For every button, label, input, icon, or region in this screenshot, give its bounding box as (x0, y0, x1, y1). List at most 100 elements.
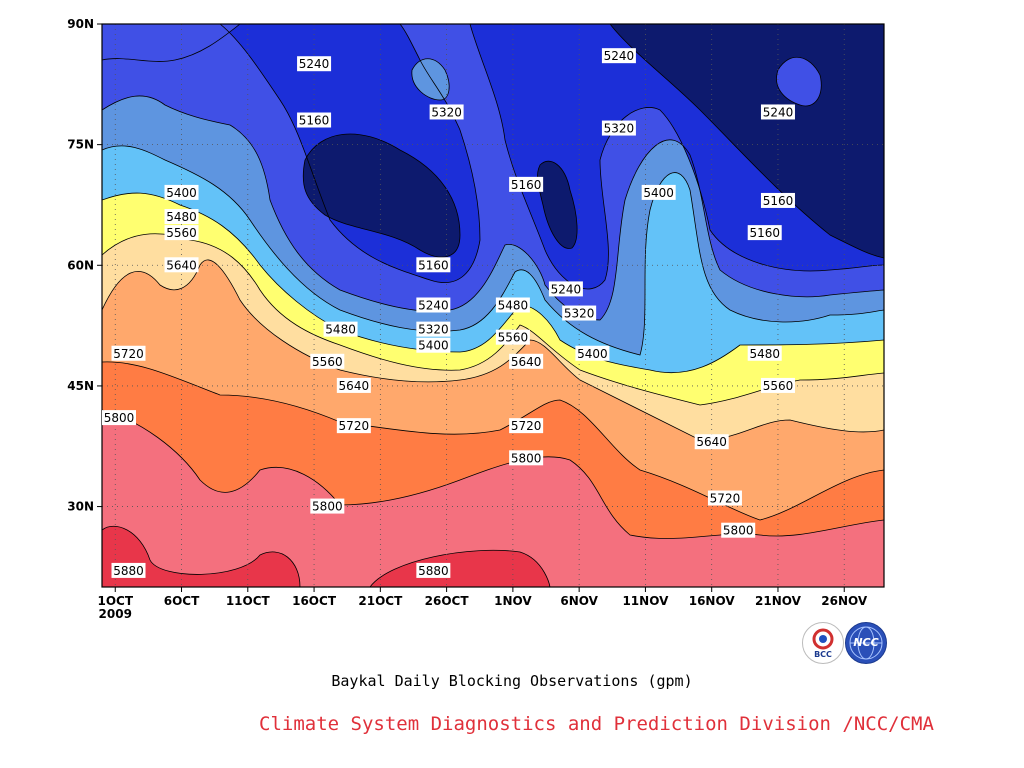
contour-label-text: 5800 (312, 500, 343, 514)
x-tick-label: 1NOV (494, 594, 532, 608)
contour-label: 5160 (760, 192, 795, 208)
pocket-5240-topleft (102, 24, 240, 62)
x-tick-label: 11NOV (622, 594, 669, 608)
contour-label: 5400 (641, 184, 676, 200)
x-tick-label: 1OCT (97, 594, 133, 608)
bcc-logo: BCC (802, 622, 844, 664)
contour-label-text: 5560 (166, 226, 197, 240)
contour-label-text: 5400 (166, 186, 197, 200)
y-tick-label: 90N (67, 17, 94, 31)
contour-label: 5720 (707, 490, 742, 506)
contour-label-text: 5720 (113, 347, 144, 361)
contour-label: 5560 (310, 353, 345, 369)
contour-label: 5480 (164, 209, 199, 225)
pocket-5240-topright (776, 57, 822, 106)
contour-label: 5800 (102, 410, 136, 426)
contour-label-text: 5240 (418, 299, 449, 313)
contour-label-text: 5480 (498, 299, 529, 313)
y-tick-label: 45N (67, 379, 94, 393)
contour-label-text: 5160 (299, 114, 330, 128)
globe-icon (849, 626, 883, 660)
contour-label: 5560 (495, 329, 530, 345)
contour-label-text: 5240 (763, 105, 794, 119)
contour-label: 5320 (562, 305, 597, 321)
contour-label: 5240 (297, 56, 332, 72)
contour-label: 5240 (548, 281, 583, 297)
contour-label-text: 5160 (749, 226, 780, 240)
contour-label: 5160 (297, 112, 332, 128)
contour-labels: 5240 5160 5320 5240 5320 5160 5400 5240 5160 5160… (102, 48, 795, 578)
contour-label-text: 5640 (696, 435, 727, 449)
contour-label-text: 5480 (166, 210, 197, 224)
contour-label-text: 5240 (604, 49, 635, 63)
contour-label-text: 5320 (431, 105, 462, 119)
contour-label: 5880 (111, 562, 146, 578)
contour-label-text: 5640 (511, 355, 542, 369)
y-tick-label: 30N (67, 500, 94, 514)
contour-label-text: 5720 (511, 419, 542, 433)
contour-label-text: 5560 (763, 379, 794, 393)
contour-label: 5240 (416, 297, 451, 313)
bcc-logo-text: BCC (814, 650, 832, 659)
x-tick-label: 16OCT (292, 594, 337, 608)
pocket-5320-top (411, 58, 450, 100)
contour-label-text: 5320 (604, 122, 635, 136)
x-tick-label: 6OCT (164, 594, 200, 608)
contour-label: 5240 (601, 48, 636, 64)
contour-label-text: 5240 (299, 57, 330, 71)
x-tick-label: 6NOV (560, 594, 598, 608)
contour-label: 5320 (416, 321, 451, 337)
contour-label-text: 5240 (551, 282, 582, 296)
x-tick-label: 16NOV (689, 594, 736, 608)
contour-label-text: 5480 (749, 347, 780, 361)
contour-label-text: 5800 (104, 411, 135, 425)
x-tick-label: 21NOV (755, 594, 802, 608)
contour-label-text: 5480 (325, 323, 356, 337)
contour-label-text: 5720 (339, 419, 370, 433)
contour-label-text: 5160 (763, 194, 794, 208)
ncc-logo-text: NCC (853, 636, 879, 649)
grid-lines (102, 24, 884, 587)
contour-label: 5320 (601, 120, 636, 136)
contour-label: 5160 (747, 225, 782, 241)
contour-label-text: 5640 (339, 379, 370, 393)
x-tick-label: 26OCT (425, 594, 470, 608)
contour-label: 5640 (336, 377, 371, 393)
plot-frame (101, 23, 885, 588)
contour-label-text: 5320 (564, 307, 595, 321)
contour-label: 5800 (721, 522, 756, 538)
contour-label: 5720 (111, 345, 146, 361)
contour-label-text: 5400 (577, 347, 608, 361)
contour-label-text: 5160 (511, 178, 542, 192)
contour-label: 5320 (429, 104, 464, 120)
contour-label: 5480 (323, 321, 358, 337)
contour-label: 5640 (694, 434, 729, 450)
contour-label: 5240 (760, 104, 795, 120)
contour-label-text: 5400 (418, 339, 449, 353)
bcc-emblem-icon (812, 628, 834, 650)
contour-label: 5480 (495, 297, 530, 313)
contour-label: 5480 (747, 345, 782, 361)
contour-label: 5400 (164, 184, 199, 200)
contour-label: 5160 (416, 257, 451, 273)
contour-label-text: 5640 (166, 258, 197, 272)
contour-label: 5560 (760, 377, 795, 393)
x-tick-label: 21OCT (358, 594, 403, 608)
band-5160-lt-b (537, 161, 578, 249)
contour-label: 5880 (416, 562, 451, 578)
y-axis-ticks: 30N 45N 60N 75N 90N (67, 17, 102, 514)
contour-label-text: 5160 (418, 258, 449, 272)
contour-label-text: 5880 (113, 564, 144, 578)
contour-label: 5800 (509, 450, 544, 466)
contour-label-text: 5800 (511, 451, 542, 465)
x-tick-label: 2009 (99, 607, 132, 621)
contour-label: 5560 (164, 225, 199, 241)
y-tick-label: 75N (67, 138, 94, 152)
contour-label: 5400 (575, 345, 610, 361)
x-tick-label: 11OCT (226, 594, 271, 608)
contour-label: 5400 (416, 337, 451, 353)
ncc-logo: NCC (845, 622, 887, 664)
contour-label-text: 5400 (643, 186, 674, 200)
